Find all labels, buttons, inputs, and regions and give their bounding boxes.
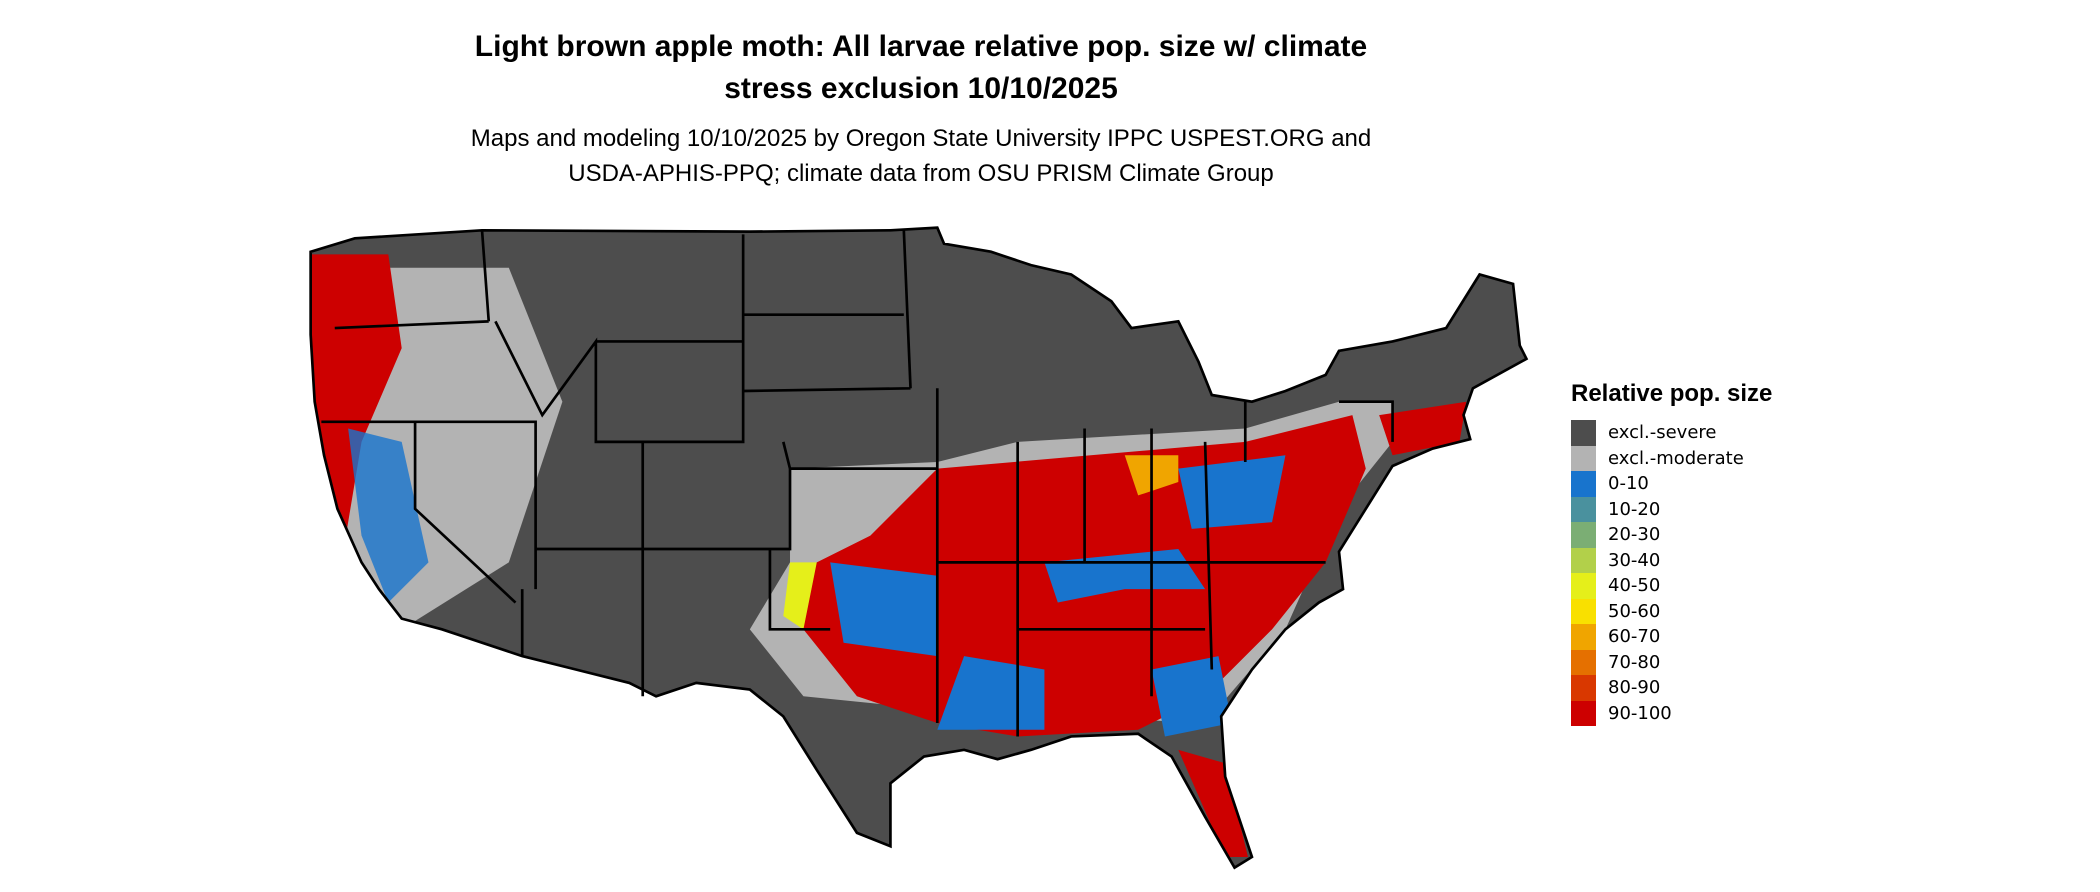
- legend-label: 90-100: [1608, 702, 1672, 724]
- legend-label: 20-30: [1608, 524, 1661, 546]
- legend-swatch: [1571, 573, 1596, 599]
- legend-swatch: [1571, 649, 1596, 675]
- state-borders: [309, 226, 1528, 870]
- subtitle-line-1: Maps and modeling 10/10/2025 by Oregon S…: [470, 125, 1372, 152]
- legend-item: excl.-moderate: [1571, 445, 1772, 471]
- legend-swatch: [1571, 675, 1596, 701]
- legend-swatch: [1571, 471, 1596, 497]
- legend-label: 70-80: [1608, 651, 1661, 673]
- legend-item: 20-30: [1571, 522, 1772, 548]
- title-line-1: Light brown apple moth: All larvae relat…: [474, 30, 1368, 63]
- legend-item: excl.-severe: [1571, 420, 1772, 446]
- legend-item: 60-70: [1571, 624, 1772, 650]
- legend-swatch: [1571, 624, 1596, 650]
- legend-item: 80-90: [1571, 675, 1772, 701]
- legend-swatch: [1571, 496, 1596, 522]
- low-pop-area-oklahoma: [830, 562, 938, 657]
- legend-label: 50-60: [1608, 600, 1661, 622]
- legend-label: 80-90: [1608, 677, 1661, 699]
- legend-swatch: [1571, 700, 1596, 726]
- legend-label: 0-10: [1608, 473, 1649, 495]
- legend-label: 10-20: [1608, 498, 1661, 520]
- legend-item: 50-60: [1571, 598, 1772, 624]
- map-subtitle: Maps and modeling 10/10/2025 by Oregon S…: [0, 121, 1842, 191]
- low-pop-area-georgia: [1151, 656, 1232, 737]
- legend-label: excl.-severe: [1608, 422, 1717, 444]
- legend-item: 30-40: [1571, 547, 1772, 573]
- legend-item: 10-20: [1571, 496, 1772, 522]
- legend-label: 60-70: [1608, 626, 1661, 648]
- legend-item: 70-80: [1571, 649, 1772, 675]
- title-line-2: stress exclusion 10/10/2025: [724, 72, 1118, 105]
- legend-swatch: [1571, 420, 1596, 446]
- map-title: Light brown apple moth: All larvae relat…: [0, 26, 1842, 110]
- legend: Relative pop. size excl.-severe excl.-mod…: [1571, 380, 1772, 726]
- legend-item: 90-100: [1571, 700, 1772, 726]
- high-pop-area-florida: [1178, 749, 1248, 857]
- legend-label: 40-50: [1608, 575, 1661, 597]
- legend-item: 40-50: [1571, 573, 1772, 599]
- internal-state-lines: [321, 230, 1394, 737]
- high-pop-area-new-england: [1379, 401, 1467, 456]
- subtitle-line-2: USDA-APHIS-PPQ; climate data from OSU PR…: [568, 160, 1274, 187]
- legend-swatch: [1571, 547, 1596, 573]
- mid-pop-area-texas: [783, 562, 817, 630]
- legend-title: Relative pop. size: [1571, 380, 1773, 407]
- legend-swatch: [1571, 522, 1596, 548]
- legend-label: 30-40: [1608, 549, 1661, 571]
- low-pop-area-california: [348, 428, 429, 603]
- legend-items: excl.-severe excl.-moderate 0-10 10-20 20-30…: [1571, 420, 1772, 726]
- legend-swatch: [1571, 445, 1596, 471]
- legend-swatch: [1571, 598, 1596, 624]
- legend-item: 0-10: [1571, 471, 1772, 497]
- legend-label: excl.-moderate: [1608, 447, 1744, 469]
